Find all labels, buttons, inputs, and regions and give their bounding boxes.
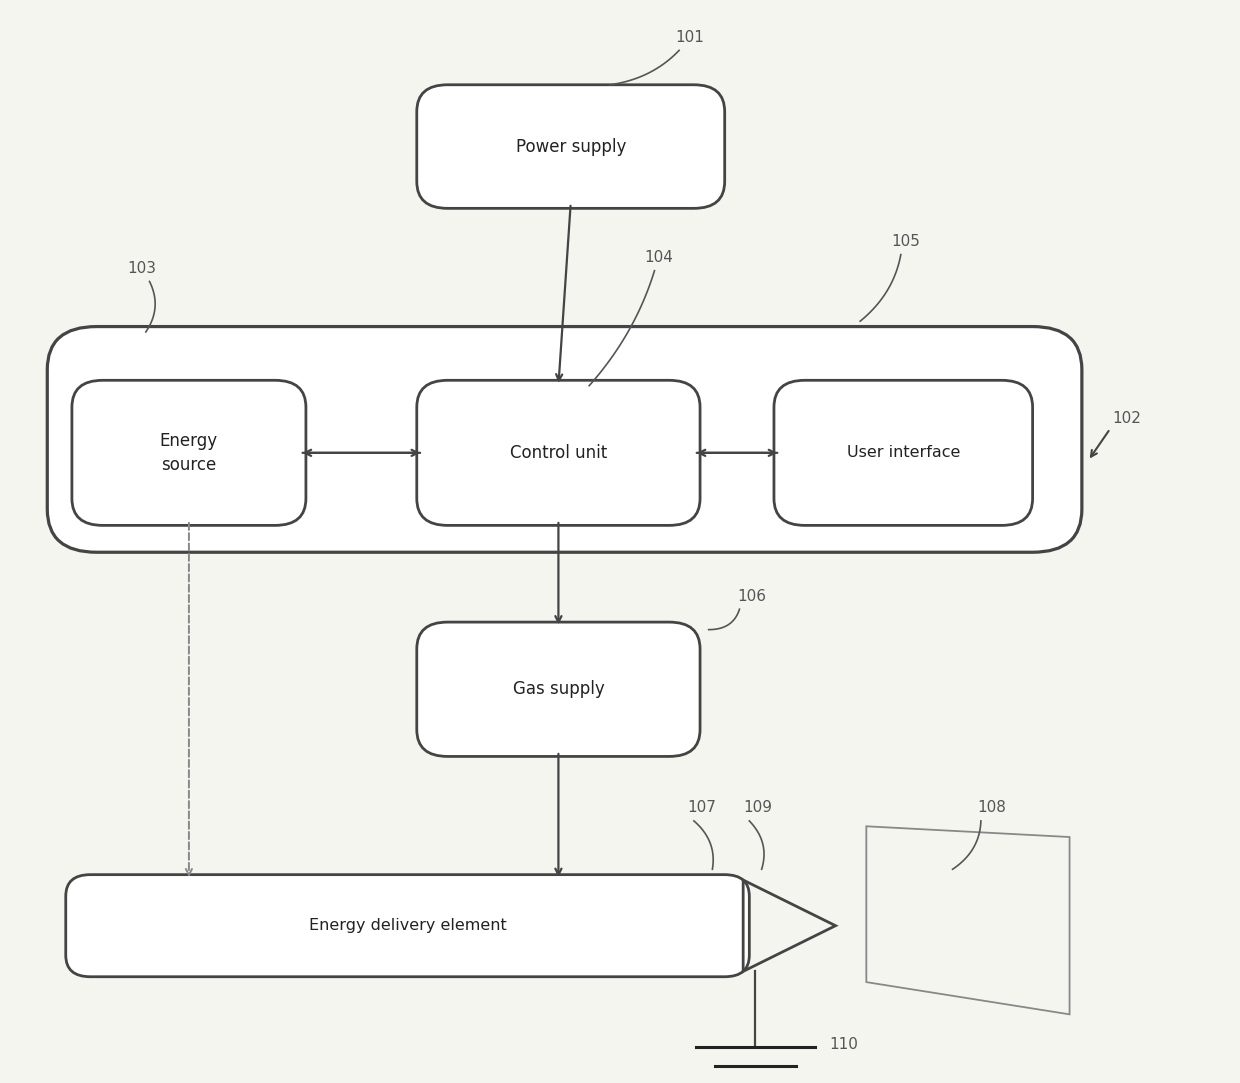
FancyBboxPatch shape: [417, 84, 724, 208]
Text: 101: 101: [676, 29, 704, 44]
FancyBboxPatch shape: [774, 380, 1033, 525]
Text: Energy
source: Energy source: [160, 432, 218, 473]
Text: 104: 104: [645, 250, 673, 265]
FancyBboxPatch shape: [47, 327, 1081, 552]
Text: 103: 103: [128, 261, 156, 276]
Text: 108: 108: [977, 800, 1006, 815]
FancyBboxPatch shape: [72, 380, 306, 525]
Text: 110: 110: [830, 1036, 858, 1052]
Text: Energy delivery element: Energy delivery element: [309, 918, 506, 934]
Text: 102: 102: [1112, 412, 1142, 427]
Text: 106: 106: [737, 588, 766, 603]
Text: 107: 107: [688, 800, 717, 815]
Text: Gas supply: Gas supply: [512, 680, 604, 699]
FancyBboxPatch shape: [66, 875, 749, 977]
Text: 105: 105: [892, 234, 920, 249]
Text: Power supply: Power supply: [516, 138, 626, 156]
Text: 109: 109: [743, 800, 773, 815]
Text: User interface: User interface: [847, 445, 960, 460]
FancyBboxPatch shape: [417, 622, 701, 756]
Text: Control unit: Control unit: [510, 444, 608, 461]
FancyBboxPatch shape: [417, 380, 701, 525]
